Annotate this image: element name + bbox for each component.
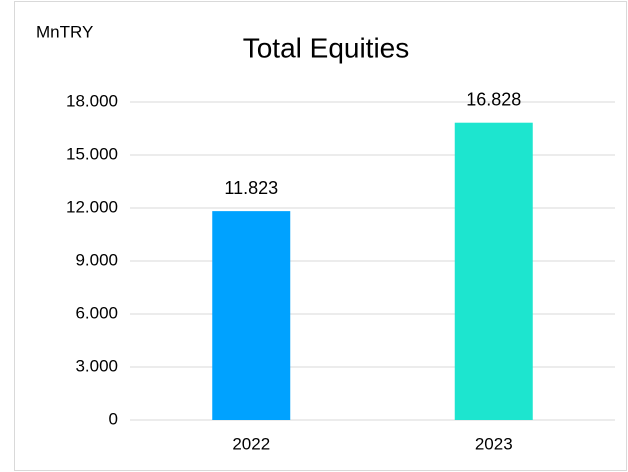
chart-title: Total Equities: [243, 32, 410, 63]
x-tick-label: 2022: [232, 434, 270, 453]
y-tick-label: 15.000: [66, 144, 118, 163]
chart-border: [14, 1, 627, 471]
y-tick-label: 0: [109, 409, 118, 428]
y-tick-label: 3.000: [75, 356, 118, 375]
bar: [454, 122, 533, 421]
y-axis-unit: MnTRY: [36, 22, 93, 41]
data-label: 16.828: [466, 89, 521, 109]
y-tick-label: 6.000: [75, 303, 118, 322]
x-tick-label: 2023: [475, 434, 513, 453]
y-tick-label: 18.000: [66, 91, 118, 110]
bar: [212, 211, 291, 420]
data-label: 11.823: [224, 178, 278, 198]
y-tick-label: 9.000: [75, 250, 118, 269]
y-tick-label: 12.000: [66, 197, 118, 216]
